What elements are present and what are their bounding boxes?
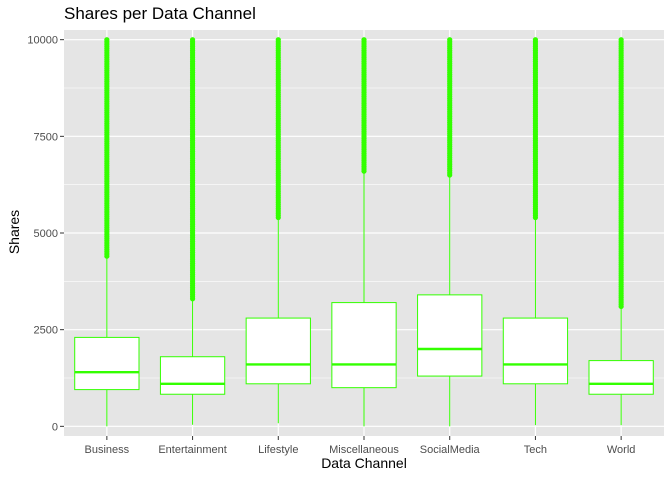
outlier-point <box>275 37 281 43</box>
x-tick-label: Business <box>85 444 130 456</box>
outliers-socialmedia <box>447 37 453 178</box>
x-tick-label: Miscellaneous <box>329 444 399 456</box>
x-tick-label: Entertainment <box>158 444 226 456</box>
chart-title: Shares per Data Channel <box>64 4 256 23</box>
outliers-lifestyle <box>275 37 281 221</box>
box-tech <box>502 317 569 385</box>
box-socialmedia <box>417 294 483 377</box>
box-lifestyle <box>245 317 311 385</box>
outliers-business <box>104 37 110 259</box>
box-miscellaneous <box>331 302 397 389</box>
outlier-point <box>532 37 539 43</box>
x-tick-label: SocialMedia <box>420 444 481 456</box>
box-business <box>74 336 140 391</box>
outlier-point <box>189 37 196 43</box>
y-tick-label: 5000 <box>34 228 58 240</box>
y-tick-label: 10000 <box>27 35 58 47</box>
outliers-world <box>618 37 624 310</box>
x-tick-label: Tech <box>524 444 547 456</box>
box-entertainment <box>159 356 226 395</box>
y-tick-label: 2500 <box>34 325 58 337</box>
outliers-miscellaneous <box>361 37 367 174</box>
outlier-point <box>361 37 367 43</box>
x-tick-label: Lifestyle <box>258 444 298 456</box>
box-world <box>588 360 654 395</box>
outlier-point <box>104 37 110 43</box>
outliers-tech <box>532 37 539 221</box>
outliers-entertainment <box>189 37 196 302</box>
y-tick-label: 0 <box>52 421 58 433</box>
outlier-point <box>618 37 624 43</box>
x-tick-label: World <box>607 444 636 456</box>
x-axis-label: Data Channel <box>321 455 407 471</box>
outlier-point <box>447 37 453 43</box>
y-tick-label: 7500 <box>34 131 58 143</box>
